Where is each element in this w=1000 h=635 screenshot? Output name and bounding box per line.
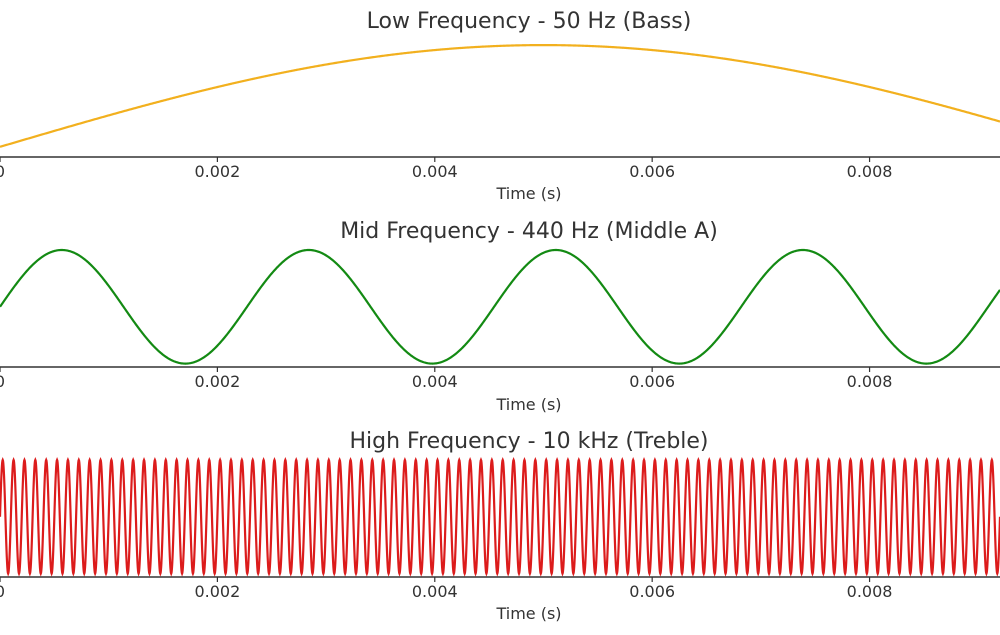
x-tick-label: 0.004	[412, 372, 458, 391]
series-line-mid	[0, 248, 1000, 365]
x-tick-label: 0.002	[194, 162, 240, 181]
x-tick-label: 0.002	[194, 372, 240, 391]
series-line-high	[0, 456, 1000, 577]
x-tick-label: 0.004	[412, 162, 458, 181]
x-axis-label: Time (s)	[495, 604, 561, 623]
x-axis-ticks: 0 0.002 0.004 0.006 0.008	[0, 157, 892, 181]
x-axis-ticks: 0 0.002 0.004 0.006 0.008	[0, 577, 892, 601]
panel-mid-frequency: Mid Frequency - 440 Hz (Middle A) 0 0.002…	[0, 219, 1000, 414]
x-axis-ticks: 0 0.002 0.004 0.006 0.008	[0, 367, 892, 391]
x-tick-label: 0.002	[194, 582, 240, 601]
x-tick-label: 0.006	[629, 162, 675, 181]
x-tick-label: 0.008	[847, 372, 893, 391]
panel-high-frequency: High Frequency - 10 kHz (Treble) 00.0020…	[0, 429, 1000, 623]
x-tick-label: 0.008	[847, 162, 893, 181]
x-axis-label: Time (s)	[495, 395, 561, 414]
x-tick-label: 0	[0, 162, 5, 181]
chart-title: High Frequency - 10 kHz (Treble)	[349, 429, 708, 454]
x-tick-label: 0.006	[629, 582, 675, 601]
chart-title: Low Frequency - 50 Hz (Bass)	[367, 9, 692, 34]
chart-title: Mid Frequency - 440 Hz (Middle A)	[340, 219, 718, 244]
x-tick-label: 0.008	[847, 582, 893, 601]
x-axis-label: Time (s)	[495, 184, 561, 203]
panel-low-frequency: Low Frequency - 50 Hz (Bass) 0 0.002 0.004…	[0, 9, 1000, 203]
series-line-low	[0, 43, 1000, 148]
x-tick-label: 0.006	[629, 372, 675, 391]
x-tick-label: 0.004	[412, 582, 458, 601]
x-tick-label: 0	[0, 582, 5, 601]
x-tick-label: 0	[0, 372, 5, 391]
